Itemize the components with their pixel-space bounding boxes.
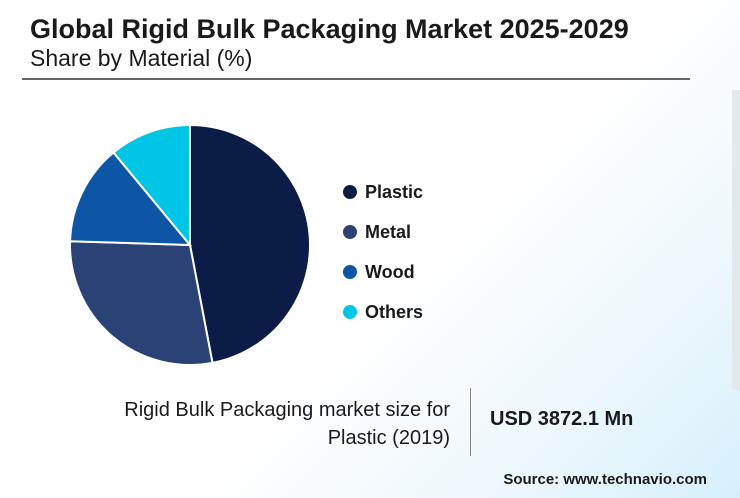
pie-slice-others bbox=[112, 123, 191, 248]
chart-subtitle: Share by Material (%) bbox=[30, 45, 253, 71]
legend-swatch bbox=[343, 265, 357, 279]
legend-label: Plastic bbox=[365, 181, 424, 202]
legend-label: Wood bbox=[365, 261, 415, 282]
chart-legend: Plastic Metal Wood Others bbox=[343, 172, 423, 332]
pie-slice-plastic bbox=[189, 123, 311, 365]
market-size-value: USD 3872.1 Mn bbox=[490, 408, 634, 430]
legend-item-metal: Metal bbox=[343, 212, 423, 252]
title-divider bbox=[22, 78, 690, 80]
pie-slice-wood bbox=[69, 151, 193, 247]
legend-label: Others bbox=[365, 301, 424, 322]
legend-item-wood: Wood bbox=[343, 252, 423, 292]
legend-label: Metal bbox=[365, 221, 412, 242]
footnote-divider bbox=[470, 388, 471, 456]
legend-swatch bbox=[343, 185, 357, 199]
market-size-label: Rigid Bulk Packaging market size for Pla… bbox=[124, 399, 450, 449]
edge-strip bbox=[732, 90, 740, 390]
legend-swatch bbox=[343, 305, 357, 319]
legend-item-plastic: Plastic bbox=[343, 172, 423, 212]
pie-slice-metal bbox=[69, 240, 214, 366]
legend-item-others: Others bbox=[343, 292, 423, 332]
legend-swatch bbox=[343, 225, 357, 239]
source-credit: Source: www.technavio.com bbox=[503, 471, 707, 488]
chart-title: Global Rigid Bulk Packaging Market 2025-… bbox=[30, 14, 629, 44]
